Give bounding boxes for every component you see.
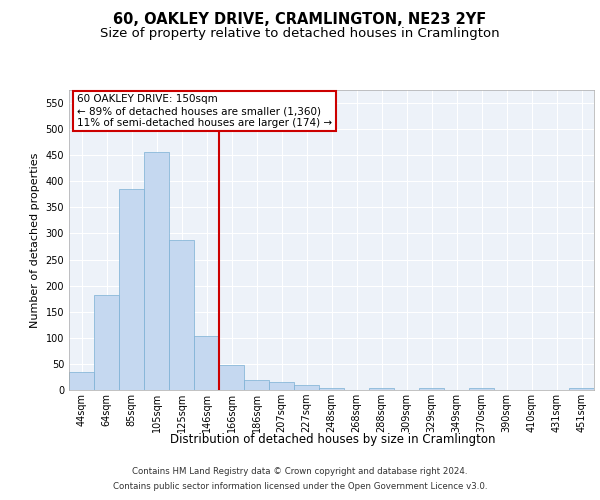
Bar: [219, 365, 244, 390]
Bar: [169, 240, 194, 390]
Text: Contains public sector information licensed under the Open Government Licence v3: Contains public sector information licen…: [113, 482, 487, 491]
Bar: [94, 294, 119, 390]
Bar: [144, 152, 169, 390]
Text: 60, OAKLEY DRIVE, CRAMLINGTON, NE23 2YF: 60, OAKLEY DRIVE, CRAMLINGTON, NE23 2YF: [113, 12, 487, 28]
Bar: [294, 385, 319, 390]
Y-axis label: Number of detached properties: Number of detached properties: [30, 152, 40, 328]
Bar: [369, 388, 394, 390]
Bar: [569, 388, 594, 390]
Bar: [194, 336, 219, 390]
Bar: [119, 189, 144, 390]
Bar: [419, 388, 444, 390]
Text: Contains HM Land Registry data © Crown copyright and database right 2024.: Contains HM Land Registry data © Crown c…: [132, 467, 468, 476]
Text: Distribution of detached houses by size in Cramlington: Distribution of detached houses by size …: [170, 432, 496, 446]
Bar: [269, 382, 294, 390]
Bar: [469, 388, 494, 390]
Bar: [69, 372, 94, 390]
Bar: [244, 380, 269, 390]
Text: 60 OAKLEY DRIVE: 150sqm
← 89% of detached houses are smaller (1,360)
11% of semi: 60 OAKLEY DRIVE: 150sqm ← 89% of detache…: [77, 94, 332, 128]
Text: Size of property relative to detached houses in Cramlington: Size of property relative to detached ho…: [100, 28, 500, 40]
Bar: [319, 388, 344, 390]
